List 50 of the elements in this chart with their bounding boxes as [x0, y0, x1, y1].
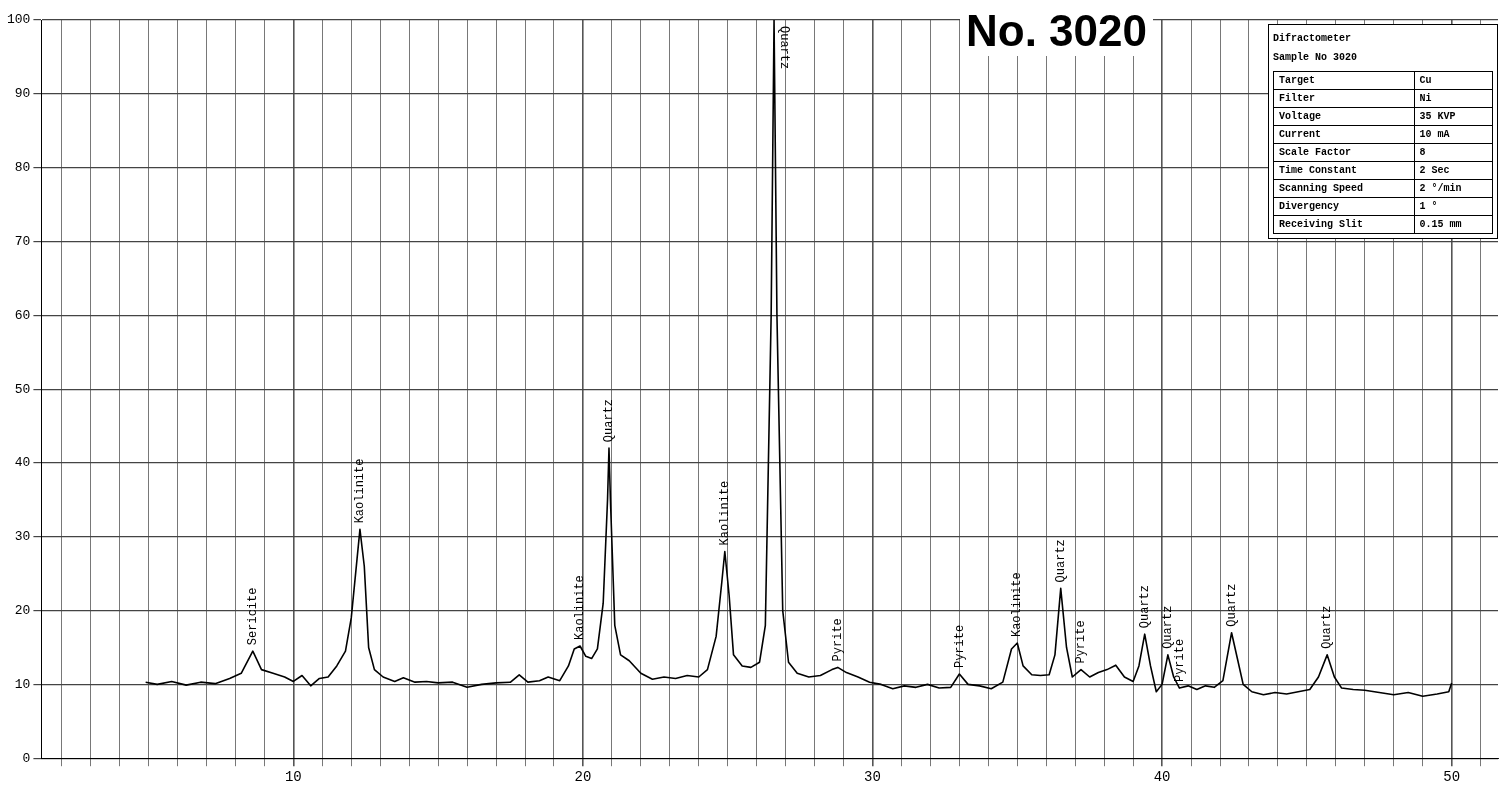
annotation: 8 [1414, 143, 1493, 162]
annotation: 1 ° [1414, 197, 1493, 216]
annotation: 10 mA [1414, 125, 1493, 144]
x-tick-label: 30 [864, 769, 881, 786]
x-tick-label: 50 [1443, 769, 1461, 786]
annotation: 0.15 mm [1414, 215, 1493, 234]
annotation: Quartz [1320, 605, 1335, 649]
y-tick-label: 70 [14, 233, 31, 249]
annotation: Filter [1273, 89, 1415, 108]
annotation: Scale Factor [1273, 143, 1415, 162]
annotation: 35 KVP [1414, 107, 1493, 126]
x-tick-label: 40 [1153, 769, 1171, 786]
annotation: Target [1273, 71, 1415, 90]
annotation: Scanning Speed [1273, 179, 1415, 198]
y-tick-label: 60 [14, 307, 31, 323]
y-tick-label: 0 [22, 750, 31, 766]
annotation: Receiving Slit [1273, 215, 1415, 234]
annotation: Ni [1414, 89, 1493, 108]
annotation: Quartz [1137, 584, 1152, 629]
x-tick-label: 10 [284, 769, 302, 786]
annotation: Kaolinite [573, 575, 588, 640]
annotation: Quartz [1053, 539, 1068, 583]
annotation: 2 Sec [1414, 161, 1493, 180]
y-tick-label: 30 [14, 529, 31, 545]
y-tick-label: 80 [14, 160, 31, 176]
annotation: Quartz [602, 398, 617, 443]
annotation: Cu [1414, 71, 1493, 90]
y-tick-label: 90 [14, 86, 31, 102]
annotation: Kaolinite [717, 480, 732, 546]
y-tick-label: 50 [14, 381, 31, 397]
annotation: 2 °/min [1414, 179, 1493, 198]
annotation: Kaolinite [353, 458, 368, 524]
annotation: Pyrite [1074, 620, 1089, 664]
y-tick-label: 20 [14, 603, 31, 618]
y-tick-label: 100 [7, 12, 31, 28]
annotation: Time Constant [1273, 161, 1415, 180]
annotation: Difractometer [1273, 33, 1352, 44]
annotation: Kaolinite [1010, 572, 1025, 638]
annotation: Sericite [245, 587, 260, 646]
annotation: Current [1273, 125, 1415, 144]
annotation: Pyrite [830, 618, 845, 662]
annotation: Sample No 3020 [1273, 52, 1358, 63]
annotation: Quartz [1224, 583, 1239, 627]
annotation: Quartz [776, 26, 791, 70]
annotation: Voltage [1273, 107, 1415, 126]
annotation: Divergency [1273, 197, 1415, 216]
annotation: Pyrite [952, 624, 967, 669]
x-tick-label: 20 [574, 769, 592, 786]
y-tick-label: 10 [14, 676, 31, 692]
y-tick-label: 40 [14, 455, 31, 471]
